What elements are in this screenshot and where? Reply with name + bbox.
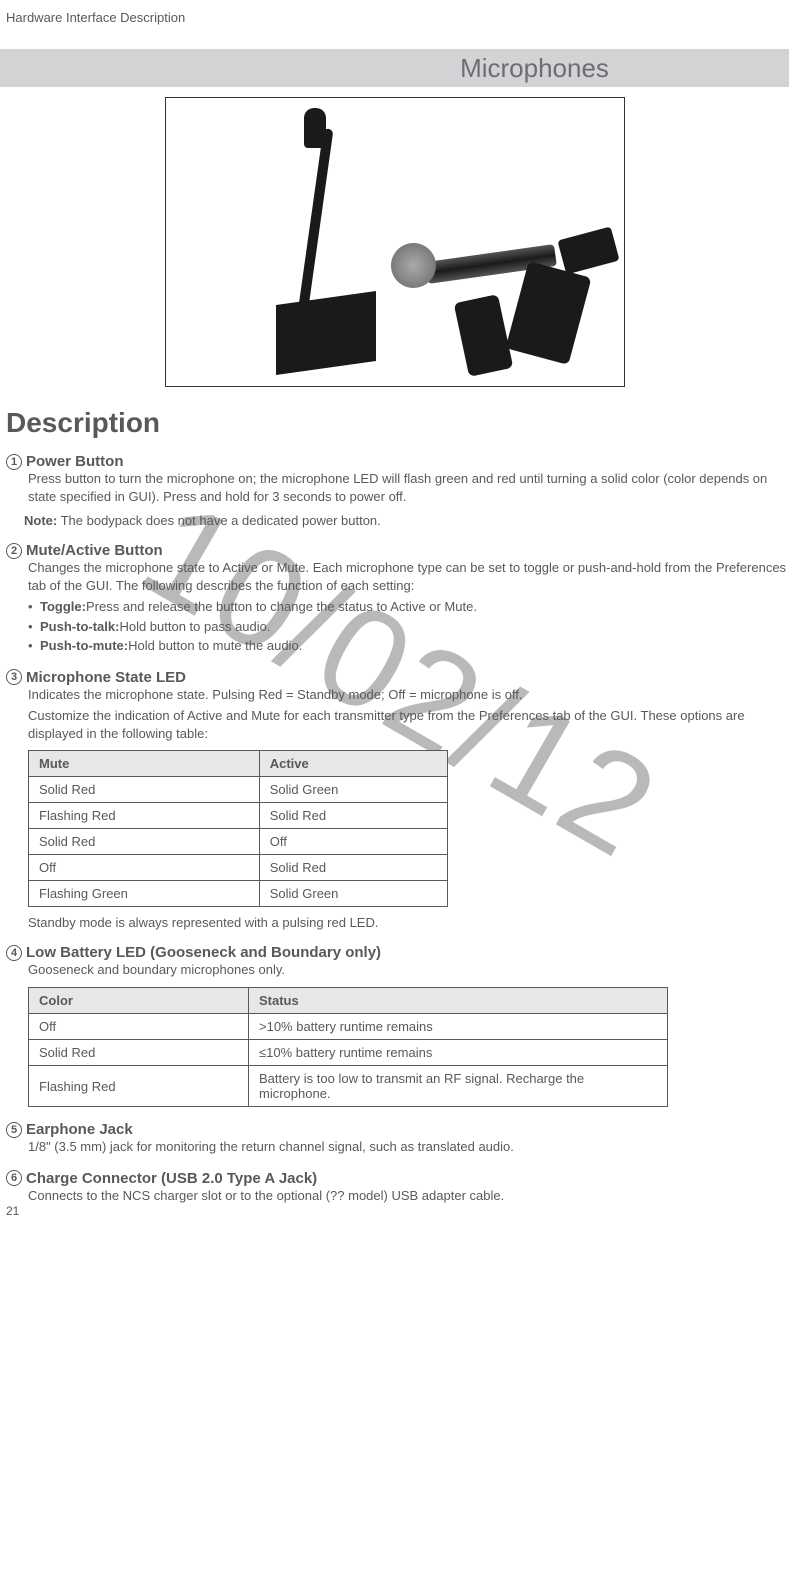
cell: Solid Green <box>259 777 447 803</box>
page-header: Hardware Interface Description <box>0 10 789 49</box>
item-mute-active: 2 Mute/Active Button Changes the microph… <box>6 542 789 655</box>
state-led-body-1: Indicates the microphone state. Pulsing … <box>28 686 789 704</box>
gooseneck-base-shape <box>276 291 376 375</box>
cell: Battery is too low to transmit an RF sig… <box>249 1066 668 1107</box>
th-color: Color <box>29 988 249 1014</box>
handheld-grille-shape <box>391 243 436 288</box>
power-button-note: Note: The bodypack does not have a dedic… <box>24 513 789 528</box>
boundary2-shape <box>557 226 619 274</box>
standby-note: Standby mode is always represented with … <box>28 915 789 930</box>
cell: Solid Red <box>29 777 260 803</box>
page-number: 21 <box>6 1204 19 1218</box>
bullet-push-mute-text: Hold button to mute the audio. <box>128 638 302 653</box>
charge-body: Connects to the NCS charger slot or to t… <box>28 1187 789 1205</box>
cell: Solid Red <box>259 803 447 829</box>
power-button-body: Press button to turn the microphone on; … <box>28 470 789 505</box>
cell: Solid Red <box>259 855 447 881</box>
bullet-push-talk: Push-to-talk:Hold button to pass audio. <box>28 618 789 636</box>
table-row: OffSolid Red <box>29 855 448 881</box>
product-image-container <box>0 97 789 387</box>
earphone-body: 1/8" (3.5 mm) jack for monitoring the re… <box>28 1138 789 1156</box>
table-row: Solid RedSolid Green <box>29 777 448 803</box>
bullet-push-mute: Push-to-mute:Hold button to mute the aud… <box>28 637 789 655</box>
item-number-1: 1 <box>6 454 22 470</box>
item-power-button: 1 Power Button Press button to turn the … <box>6 453 789 528</box>
table-header-row: Mute Active <box>29 751 448 777</box>
item-number-2: 2 <box>6 543 22 559</box>
item-number-6: 6 <box>6 1170 22 1186</box>
item-number-5: 5 <box>6 1122 22 1138</box>
item-number-3: 3 <box>6 669 22 685</box>
item-earphone-jack: 5 Earphone Jack 1/8" (3.5 mm) jack for m… <box>6 1121 789 1156</box>
cell: Off <box>29 1014 249 1040</box>
table-row: Flashing RedSolid Red <box>29 803 448 829</box>
cell: ≤10% battery runtime remains <box>249 1040 668 1066</box>
bullet-push-talk-label: Push-to-talk: <box>40 619 119 634</box>
th-active: Active <box>259 751 447 777</box>
title-text: Microphones <box>460 53 609 84</box>
title-bar: Microphones <box>0 49 789 87</box>
cell: Solid Red <box>29 829 260 855</box>
bodypack-shape <box>453 294 513 377</box>
bullet-toggle-label: Toggle: <box>40 599 86 614</box>
th-mute: Mute <box>29 751 260 777</box>
item-state-led: 3 Microphone State LED Indicates the mic… <box>6 669 789 931</box>
table-row: Flashing RedBattery is too low to transm… <box>29 1066 668 1107</box>
th-status: Status <box>249 988 668 1014</box>
bullet-toggle: Toggle:Press and release the button to c… <box>28 598 789 616</box>
state-led-body-2: Customize the indication of Active and M… <box>28 707 789 742</box>
mute-active-body: Changes the microphone state to Active o… <box>28 559 789 594</box>
item-title-low-battery: Low Battery LED (Gooseneck and Boundary … <box>26 944 381 961</box>
table-row: Solid Red≤10% battery runtime remains <box>29 1040 668 1066</box>
table-row: Flashing GreenSolid Green <box>29 881 448 907</box>
bullet-toggle-text: Press and release the button to change t… <box>86 599 477 614</box>
item-title-power-button: Power Button <box>26 453 124 470</box>
mute-active-bullets: Toggle:Press and release the button to c… <box>28 598 789 655</box>
note-label: Note: <box>24 513 57 528</box>
cell: >10% battery runtime remains <box>249 1014 668 1040</box>
cell: Solid Green <box>259 881 447 907</box>
cell: Solid Red <box>29 1040 249 1066</box>
table-row: Solid RedOff <box>29 829 448 855</box>
state-led-table: Mute Active Solid RedSolid Green Flashin… <box>28 750 448 907</box>
item-title-mute-active: Mute/Active Button <box>26 542 163 559</box>
product-image <box>165 97 625 387</box>
bullet-push-mute-label: Push-to-mute: <box>40 638 128 653</box>
cell: Off <box>259 829 447 855</box>
table-row: Off>10% battery runtime remains <box>29 1014 668 1040</box>
cell: Flashing Red <box>29 803 260 829</box>
item-number-4: 4 <box>6 945 22 961</box>
item-title-charge-connector: Charge Connector (USB 2.0 Type A Jack) <box>26 1170 317 1187</box>
battery-table: Color Status Off>10% battery runtime rem… <box>28 987 668 1107</box>
gooseneck-tip-shape <box>304 108 326 148</box>
item-title-state-led: Microphone State LED <box>26 669 186 686</box>
cell: Flashing Red <box>29 1066 249 1107</box>
boundary1-shape <box>505 261 591 365</box>
item-title-earphone-jack: Earphone Jack <box>26 1121 133 1138</box>
low-battery-body: Gooseneck and boundary microphones only. <box>28 961 789 979</box>
bullet-push-talk-text: Hold button to pass audio. <box>119 619 270 634</box>
note-text: The bodypack does not have a dedicated p… <box>61 513 381 528</box>
cell: Flashing Green <box>29 881 260 907</box>
gooseneck-neck-shape <box>298 128 333 308</box>
table-header-row: Color Status <box>29 988 668 1014</box>
cell: Off <box>29 855 260 881</box>
item-charge-connector: 6 Charge Connector (USB 2.0 Type A Jack)… <box>6 1170 789 1205</box>
description-heading: Description <box>6 407 789 439</box>
item-low-battery: 4 Low Battery LED (Gooseneck and Boundar… <box>6 944 789 1107</box>
